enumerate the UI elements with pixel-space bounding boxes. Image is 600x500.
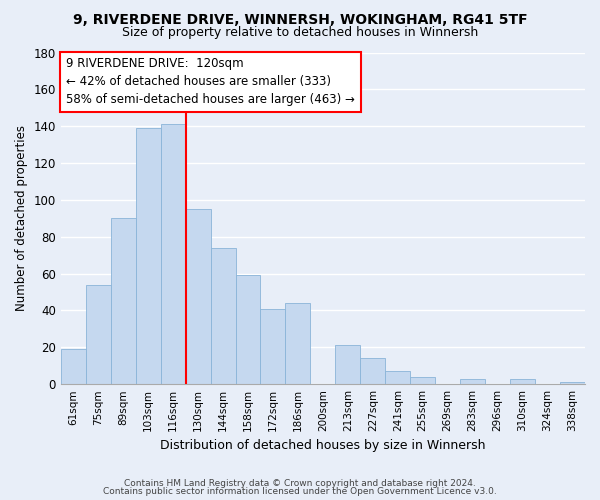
Bar bbox=[560, 382, 585, 384]
Bar bbox=[161, 124, 185, 384]
Text: Size of property relative to detached houses in Winnersh: Size of property relative to detached ho… bbox=[122, 26, 478, 39]
Bar bbox=[236, 276, 260, 384]
Bar bbox=[510, 378, 535, 384]
Text: 9 RIVERDENE DRIVE:  120sqm
← 42% of detached houses are smaller (333)
58% of sem: 9 RIVERDENE DRIVE: 120sqm ← 42% of detac… bbox=[66, 58, 355, 106]
Text: 9, RIVERDENE DRIVE, WINNERSH, WOKINGHAM, RG41 5TF: 9, RIVERDENE DRIVE, WINNERSH, WOKINGHAM,… bbox=[73, 12, 527, 26]
Bar bbox=[211, 248, 236, 384]
Bar bbox=[111, 218, 136, 384]
Bar bbox=[185, 209, 211, 384]
Text: Contains public sector information licensed under the Open Government Licence v3: Contains public sector information licen… bbox=[103, 487, 497, 496]
Bar bbox=[361, 358, 385, 384]
Bar bbox=[286, 303, 310, 384]
X-axis label: Distribution of detached houses by size in Winnersh: Distribution of detached houses by size … bbox=[160, 440, 485, 452]
Bar bbox=[410, 377, 435, 384]
Text: Contains HM Land Registry data © Crown copyright and database right 2024.: Contains HM Land Registry data © Crown c… bbox=[124, 478, 476, 488]
Y-axis label: Number of detached properties: Number of detached properties bbox=[15, 126, 28, 312]
Bar bbox=[260, 308, 286, 384]
Bar bbox=[136, 128, 161, 384]
Bar bbox=[460, 378, 485, 384]
Bar bbox=[385, 372, 410, 384]
Bar bbox=[335, 346, 361, 384]
Bar bbox=[86, 284, 111, 384]
Bar bbox=[61, 349, 86, 384]
